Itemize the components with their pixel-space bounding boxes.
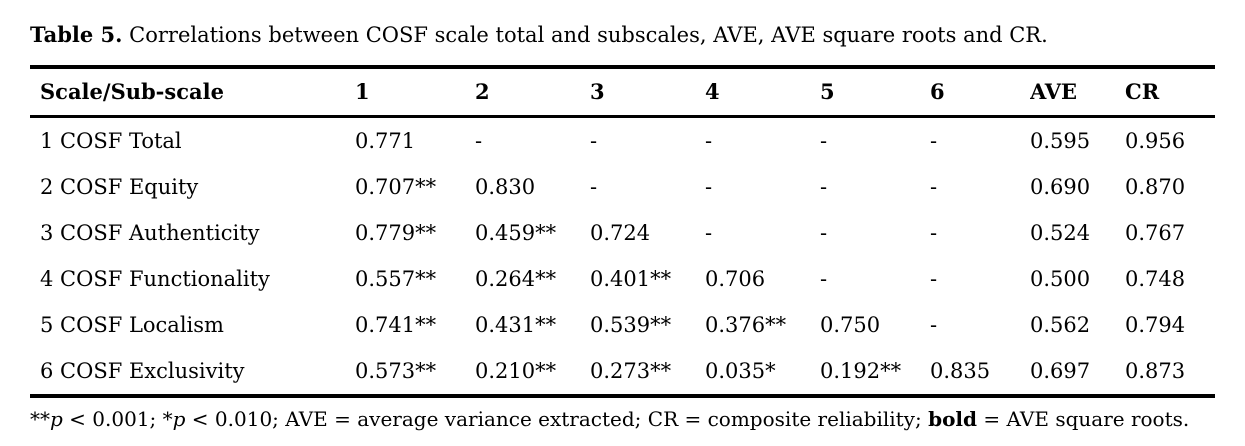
cell-value-ave: 0.697 <box>1030 359 1091 384</box>
table-row: 2 COSF Equity 0.707** 0.830 - - - - 0.69… <box>30 164 1215 210</box>
cell-value-cr: 0.956 <box>1125 129 1186 154</box>
cell-value-ave: 0.595 <box>1030 129 1091 154</box>
cell-value-cr: 0.873 <box>1125 359 1186 384</box>
cell-value: 0.210** <box>475 359 557 384</box>
column-header-4: 4 <box>705 79 720 105</box>
column-header-ave: AVE <box>1030 79 1078 105</box>
cell-value: 0.741** <box>355 313 437 338</box>
table-caption-text: Correlations between COSF scale total an… <box>122 23 1048 47</box>
cell-value-ave: 0.690 <box>1030 175 1091 200</box>
cell-value: 0.771 <box>355 129 416 154</box>
cell-value: 0.192** <box>820 359 902 384</box>
footnote-p-italic: p <box>172 407 186 432</box>
cell-value: - <box>930 129 938 154</box>
table-body: 1 COSF Total 0.771 - - - - - 0.595 0.956… <box>30 117 1215 397</box>
cell-value: - <box>820 221 828 246</box>
cell-value: 0.750 <box>820 313 881 338</box>
table-header: Scale/Sub-scale 1 2 3 4 5 6 AVE CR <box>30 67 1215 117</box>
row-label: 5 COSF Localism <box>40 313 224 338</box>
column-header-cr: CR <box>1125 79 1160 105</box>
footnote-p-italic: p <box>50 407 63 432</box>
cell-value-ave: 0.524 <box>1030 221 1091 246</box>
column-header-6: 6 <box>930 79 945 105</box>
cell-value: 0.035* <box>705 359 776 384</box>
column-header-5: 5 <box>820 79 835 105</box>
cell-value: 0.431** <box>475 313 557 338</box>
row-label: 2 COSF Equity <box>40 175 199 200</box>
cell-value: - <box>930 267 938 292</box>
cell-value: 0.459** <box>475 221 557 246</box>
cell-value: - <box>820 267 828 292</box>
footnote-text-2: < 0.010; AVE = average variance extracte… <box>185 407 929 432</box>
footnote-bold-word: bold <box>928 407 977 432</box>
cell-value: - <box>820 175 828 200</box>
row-label: 3 COSF Authenticity <box>40 221 260 246</box>
cell-value: 0.557** <box>355 267 437 292</box>
correlation-table: Scale/Sub-scale 1 2 3 4 5 6 AVE CR 1 COS… <box>30 65 1215 399</box>
table-footnote: **p < 0.001; *p < 0.010; AVE = average v… <box>30 407 1215 431</box>
cell-value: 0.401** <box>590 267 672 292</box>
column-header-scale: Scale/Sub-scale <box>40 79 224 105</box>
footnote-text-3: = AVE square roots. <box>977 407 1190 432</box>
table-row: 4 COSF Functionality 0.557** 0.264** 0.4… <box>30 256 1215 302</box>
cell-value: 0.706 <box>705 267 766 292</box>
cell-value: 0.835 <box>930 359 991 384</box>
table-row: 1 COSF Total 0.771 - - - - - 0.595 0.956 <box>30 117 1215 165</box>
cell-value: - <box>705 175 713 200</box>
cell-value: - <box>930 175 938 200</box>
table-row: 5 COSF Localism 0.741** 0.431** 0.539** … <box>30 302 1215 348</box>
table-caption: Table 5. Correlations between COSF scale… <box>30 22 1215 48</box>
cell-value: 0.830 <box>475 175 536 200</box>
row-label: 1 COSF Total <box>40 129 182 154</box>
cell-value: - <box>705 129 713 154</box>
cell-value: 0.573** <box>355 359 437 384</box>
header-row: Scale/Sub-scale 1 2 3 4 5 6 AVE CR <box>30 67 1215 117</box>
table-row: 6 COSF Exclusivity 0.573** 0.210** 0.273… <box>30 348 1215 396</box>
cell-value: 0.264** <box>475 267 557 292</box>
cell-value: - <box>475 129 483 154</box>
column-header-1: 1 <box>355 79 370 105</box>
cell-value-cr: 0.870 <box>1125 175 1186 200</box>
cell-value-ave: 0.562 <box>1030 313 1091 338</box>
table-caption-label: Table 5. <box>30 22 123 47</box>
row-label: 6 COSF Exclusivity <box>40 359 245 384</box>
cell-value: 0.724 <box>590 221 651 246</box>
cell-value: - <box>590 129 598 154</box>
table-block: Table 5. Correlations between COSF scale… <box>30 22 1215 431</box>
cell-value-cr: 0.748 <box>1125 267 1186 292</box>
footnote-text-1: < 0.001; * <box>62 407 173 432</box>
cell-value: 0.539** <box>590 313 672 338</box>
cell-value: - <box>705 221 713 246</box>
cell-value: 0.779** <box>355 221 437 246</box>
cell-value-cr: 0.767 <box>1125 221 1186 246</box>
cell-value: - <box>930 221 938 246</box>
cell-value-cr: 0.794 <box>1125 313 1186 338</box>
cell-value: 0.376** <box>705 313 787 338</box>
column-header-2: 2 <box>475 79 490 105</box>
footnote-asterisks-double: ** <box>30 407 50 432</box>
column-header-3: 3 <box>590 79 605 105</box>
cell-value: 0.707** <box>355 175 437 200</box>
cell-value: - <box>590 175 598 200</box>
cell-value: - <box>820 129 828 154</box>
cell-value-ave: 0.500 <box>1030 267 1091 292</box>
cell-value: - <box>930 313 938 338</box>
cell-value: 0.273** <box>590 359 672 384</box>
row-label: 4 COSF Functionality <box>40 267 270 292</box>
table-row: 3 COSF Authenticity 0.779** 0.459** 0.72… <box>30 210 1215 256</box>
